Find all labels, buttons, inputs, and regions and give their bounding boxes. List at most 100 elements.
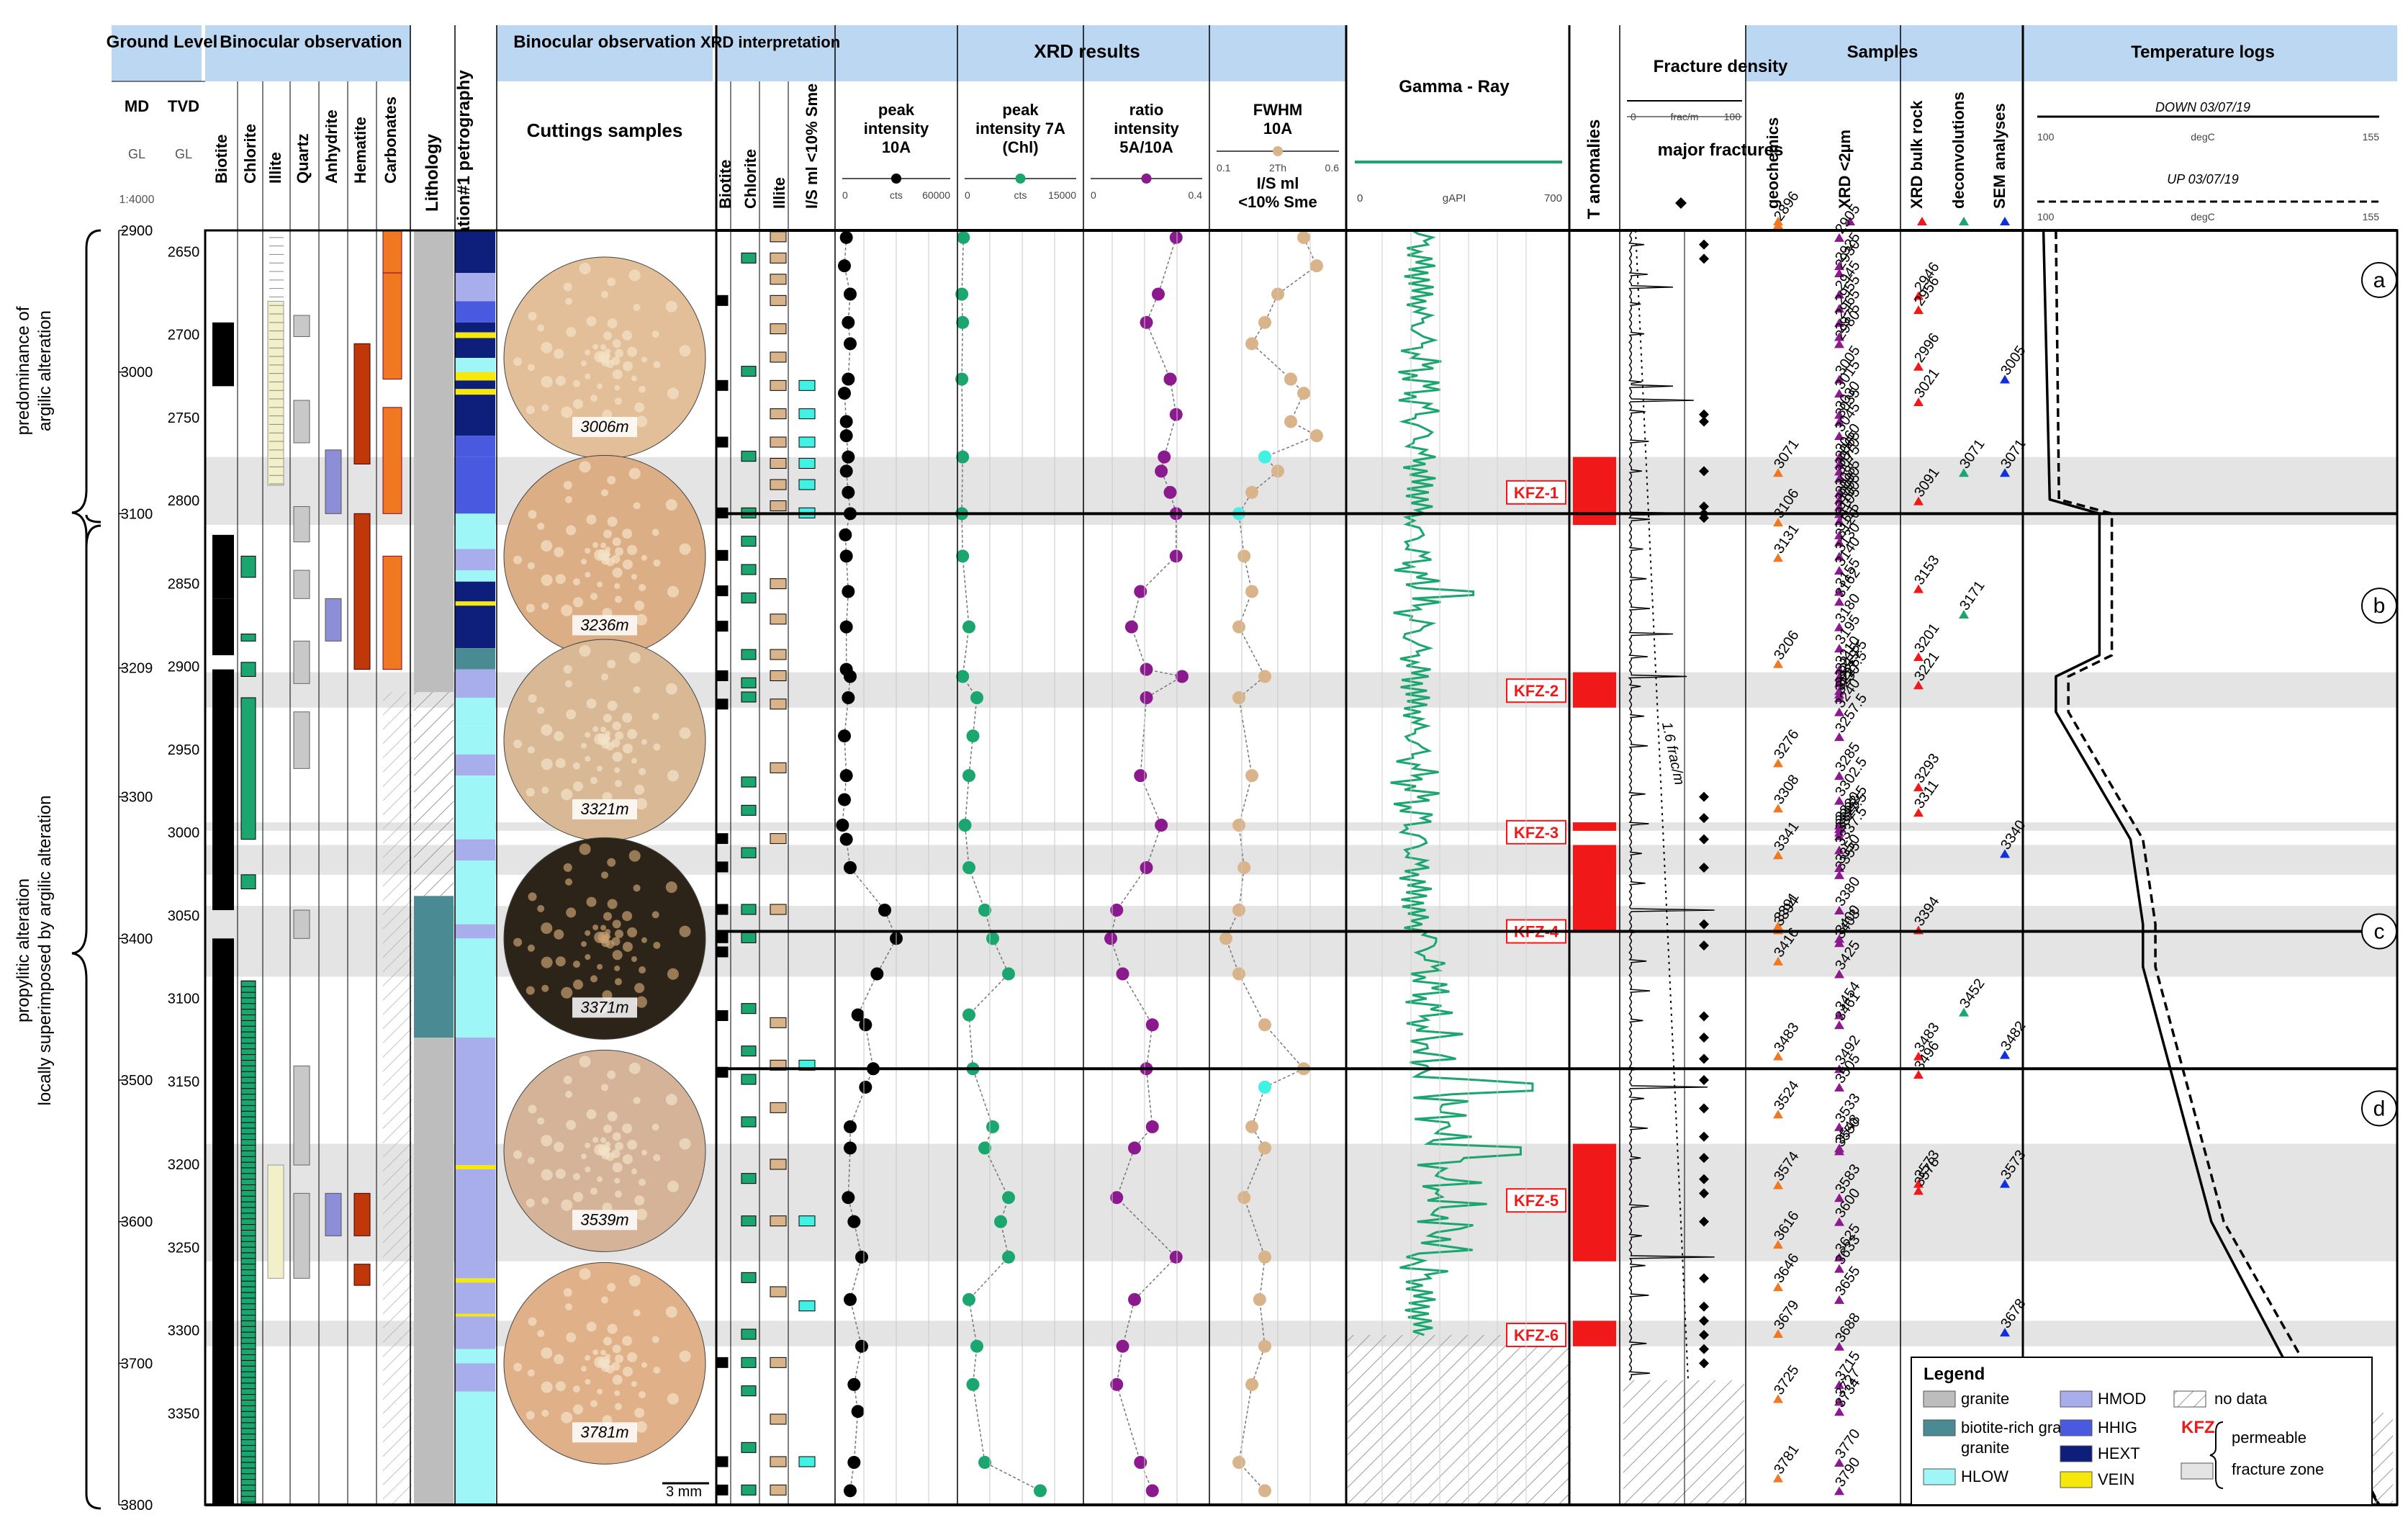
xrd-fine-sample-marker: [1834, 1264, 1844, 1273]
temp-scale: DOWN 03/07/19 100 degC 155 UP 03/07/19 1…: [2037, 100, 2379, 222]
xrd-fine-sample-marker: [1834, 1397, 1844, 1406]
xrd-chlorite: [741, 1357, 757, 1368]
geochem-sample-marker: [1773, 1473, 1783, 1483]
cutting-grain: [590, 395, 598, 403]
cutting-grain: [679, 1350, 691, 1362]
fracture-scale: 0 frac/m 100: [1627, 100, 1742, 209]
cutting-grain: [622, 1123, 633, 1134]
photo-label-bg: [572, 1210, 637, 1231]
alteration-hlow: [455, 1391, 495, 1505]
xrd-chlorite: [741, 904, 757, 915]
xrd-is: [798, 458, 816, 469]
ratio5A10A-point: [1110, 1377, 1124, 1391]
major-fracture: [1699, 1330, 1709, 1340]
peak10A-point: [844, 287, 857, 301]
cutting-grain: [628, 652, 641, 664]
peak10A-point: [851, 1405, 865, 1418]
cutting-grain: [631, 757, 637, 764]
photo-label: 3539m: [580, 1210, 628, 1228]
scale-label: 1:4000: [120, 194, 155, 206]
cutting-grain: [585, 572, 591, 578]
cutting-grain: [679, 345, 691, 357]
peak7A-point: [978, 1141, 991, 1155]
alteration-hext: [455, 322, 495, 333]
xrd-bulk-sample-marker: [1913, 496, 1924, 505]
cutting-grain: [592, 542, 599, 549]
cutting-grain: [565, 1090, 573, 1098]
cutting-grain: [555, 757, 566, 768]
xrd-track-min-3: 0.1: [1217, 162, 1231, 174]
xrd-fine-sample-marker: [1834, 831, 1844, 840]
ratio5A10A-point: [1134, 1456, 1147, 1469]
fracture-nodata: [1623, 1380, 1744, 1505]
cutting-grain: [636, 798, 647, 810]
xrd-track-symbol-3: [1273, 146, 1283, 156]
lith-granite: [414, 230, 454, 693]
cutting-grain: [679, 543, 691, 555]
cutting-grain: [622, 361, 633, 372]
geochem-sample-marker: [1773, 850, 1783, 860]
cutting-grain: [614, 780, 622, 788]
cutting-grain: [566, 1120, 577, 1130]
bino-carbonates: [382, 272, 402, 379]
svg-text:no data: no data: [2214, 1390, 2268, 1408]
cutting-grain: [679, 1138, 691, 1150]
sem-sample-marker: [2000, 1328, 2010, 1337]
cutting-grain: [579, 263, 591, 275]
peak7A-point: [956, 450, 970, 464]
cutting-grain: [585, 547, 591, 554]
xrd-fine-sample-marker: [1834, 622, 1844, 631]
bino-col-biotite: Biotite: [212, 135, 230, 184]
xrd-fine-sample-marker: [1834, 502, 1844, 511]
cutting-grain: [590, 975, 598, 983]
xrd-bulk-sample-label: 3153: [1911, 552, 1943, 588]
major-fracture: [1699, 1188, 1709, 1199]
cutting-grain: [597, 765, 603, 772]
cutting-grain: [653, 1154, 661, 1161]
svg-text:0: 0: [1631, 111, 1636, 122]
xrd-fine-sample-marker: [1834, 863, 1844, 872]
xrd-interp-col-1: Chlorite: [741, 149, 759, 209]
lithology-track: [414, 230, 454, 1505]
cutting-grain: [541, 956, 553, 968]
tvd-tick-label: 2700: [168, 328, 200, 343]
xrd-fine-sample-marker: [1834, 1407, 1844, 1416]
ratio5A10A-point: [1155, 464, 1168, 478]
cutting-grain: [667, 387, 679, 400]
peak7A-point: [978, 904, 991, 917]
svg-text:VEIN: VEIN: [2098, 1470, 2134, 1488]
cutting-grain: [636, 613, 647, 626]
xrd-illite: [770, 231, 787, 243]
peak10A-point: [847, 1456, 861, 1469]
photo-label: 3006m: [580, 418, 628, 436]
cutting-grain: [667, 585, 679, 598]
peak7A-point: [978, 1456, 991, 1469]
major-fracture: [1699, 919, 1709, 930]
major-fracture: [1699, 239, 1709, 250]
cutting-grain: [628, 850, 641, 862]
fwhm10A-point: [1258, 1141, 1271, 1155]
bino-carbonates: [382, 230, 402, 274]
cutting-grain: [554, 731, 564, 742]
cutting-grain: [631, 574, 637, 580]
cutting-grain: [633, 1309, 641, 1317]
xrd-track-max-3: 0.6: [1325, 162, 1340, 174]
cutting-grain: [561, 1199, 573, 1211]
alteration-hlow: [455, 528, 495, 549]
cutting-grain: [554, 929, 564, 940]
bino-col-chlorite: Chlorite: [241, 124, 259, 184]
zone-label: c: [2374, 920, 2385, 944]
xrd-chlorite: [741, 649, 757, 660]
cutting-grain: [573, 979, 583, 990]
xrd-fine-sample-marker: [1834, 233, 1844, 242]
xrd-illite: [770, 436, 787, 448]
tvd-tick-label: 2650: [168, 245, 200, 261]
cutting-grain: [597, 963, 603, 970]
svg-text:155: 155: [2363, 211, 2380, 222]
cutting-grain: [563, 863, 572, 872]
alteration-hlow: [455, 513, 495, 528]
cutting-grain: [627, 346, 638, 357]
cutting-grain: [594, 549, 606, 561]
fwhm10A-point: [1232, 967, 1245, 981]
